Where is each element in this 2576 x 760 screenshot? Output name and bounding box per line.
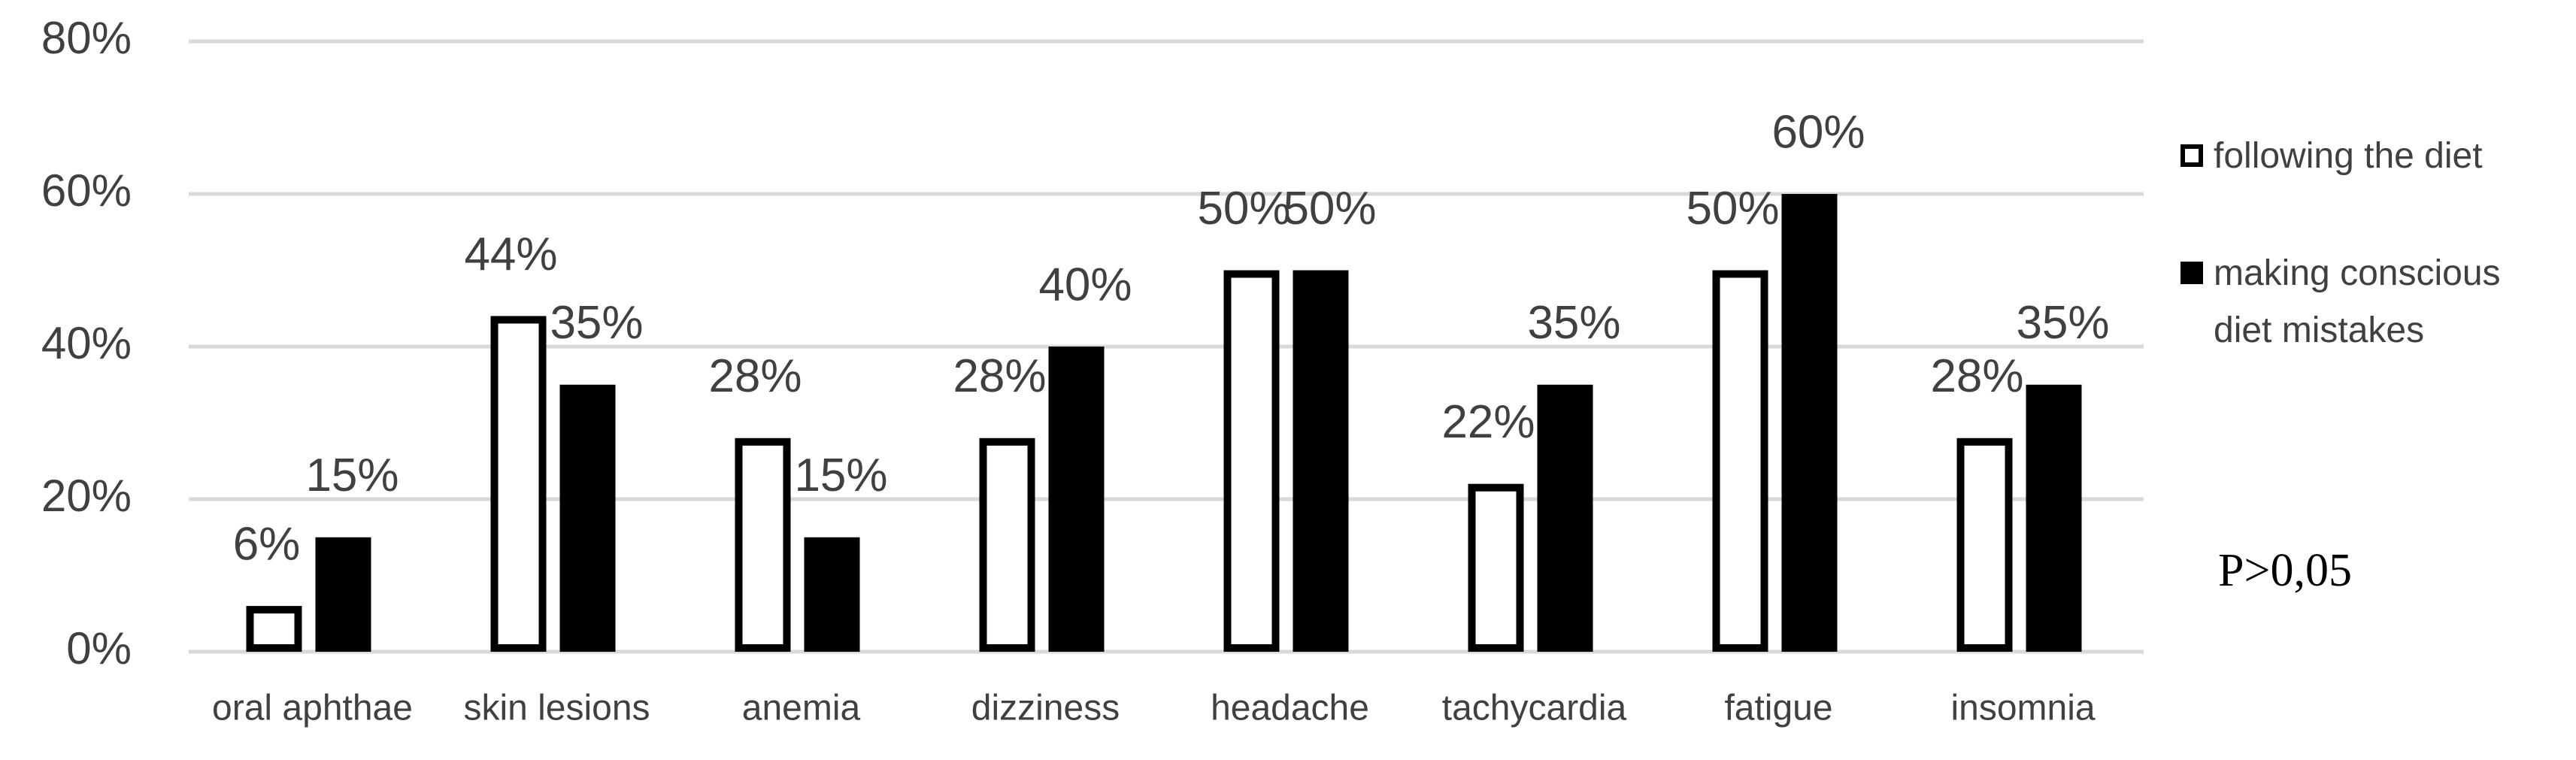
value-label: 28% (1930, 350, 2023, 402)
x-tick-label: skin lesions (463, 689, 650, 728)
y-tick-label: 40% (41, 318, 132, 368)
y-tick-label: 20% (41, 471, 132, 521)
bar (804, 537, 860, 652)
bar (979, 438, 1035, 652)
bar (1468, 483, 1524, 653)
bar (1048, 347, 1105, 652)
bar (315, 537, 371, 652)
bar (1223, 270, 1280, 652)
legend-label: making conscious diet mistakes (2214, 253, 2501, 350)
y-tick-label: 60% (41, 165, 132, 216)
value-label: 60% (1771, 106, 1865, 158)
legend-swatch (2181, 262, 2203, 284)
x-tick-label: tachycardia (1442, 689, 1627, 728)
bar (735, 438, 791, 652)
x-tick-label: fatigue (1724, 689, 1832, 728)
value-label: 28% (953, 350, 1046, 402)
x-tick-label: insomnia (1950, 689, 2095, 728)
bar (1537, 384, 1593, 652)
bar (1956, 438, 2013, 652)
value-label: 15% (794, 450, 887, 501)
legend-swatch (2181, 144, 2203, 167)
x-tick-label: anemia (742, 689, 861, 728)
bar (1293, 270, 1349, 652)
x-tick-label: dizziness (971, 689, 1120, 728)
y-tick-label: 0% (66, 623, 132, 674)
value-label: 6% (233, 518, 301, 570)
x-tick-label: headache (1211, 689, 1369, 728)
legend: following the diet making conscious diet … (2181, 128, 2541, 419)
value-label: 50% (1197, 183, 1290, 235)
bar (1712, 270, 1768, 652)
value-label: 35% (1527, 297, 1620, 349)
bar (559, 384, 616, 652)
legend-item: making conscious diet mistakes (2181, 245, 2541, 359)
value-label: 35% (2016, 297, 2109, 349)
value-label: 44% (464, 229, 557, 280)
legend-item: following the diet (2181, 128, 2541, 185)
bar (246, 606, 302, 652)
value-label: 15% (305, 450, 399, 501)
legend-label: following the diet (2214, 136, 2483, 176)
y-tick-label: 80% (41, 13, 132, 63)
value-label: 28% (708, 350, 802, 402)
annotation: P>0,05 (2218, 545, 2352, 596)
bar (490, 316, 547, 652)
value-label: 22% (1441, 396, 1535, 448)
value-label: 40% (1038, 259, 1132, 310)
bar (1781, 194, 1838, 652)
value-label: 35% (550, 297, 643, 349)
value-label: 50% (1283, 183, 1376, 235)
value-label: 50% (1686, 183, 1779, 235)
bar (2026, 384, 2082, 652)
x-tick-label: oral aphthae (212, 689, 413, 728)
